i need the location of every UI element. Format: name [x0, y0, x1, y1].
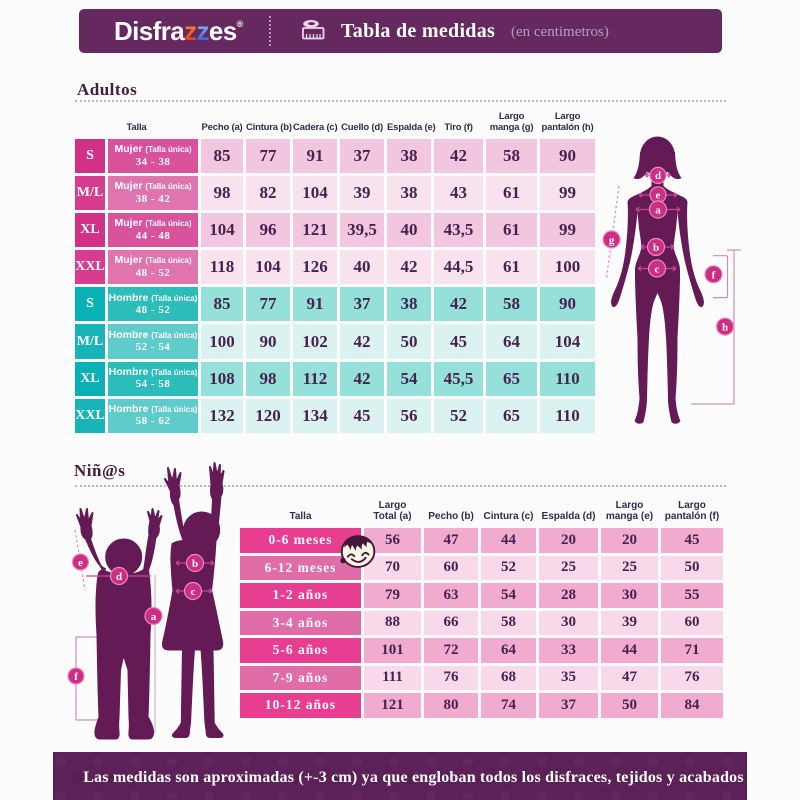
svg-text:g: g: [609, 234, 615, 246]
svg-text:a: a: [655, 205, 661, 217]
svg-text:c: c: [191, 586, 196, 598]
svg-text:e: e: [656, 190, 661, 202]
svg-text:c: c: [655, 264, 660, 276]
svg-text:b: b: [653, 242, 659, 254]
svg-text:b: b: [192, 558, 198, 570]
svg-text:h: h: [722, 322, 728, 334]
svg-text:d: d: [116, 571, 122, 583]
svg-text:f: f: [74, 671, 78, 683]
svg-text:d: d: [655, 170, 661, 182]
svg-text:e: e: [78, 557, 83, 569]
svg-text:f: f: [712, 269, 716, 281]
svg-text:a: a: [151, 611, 157, 623]
